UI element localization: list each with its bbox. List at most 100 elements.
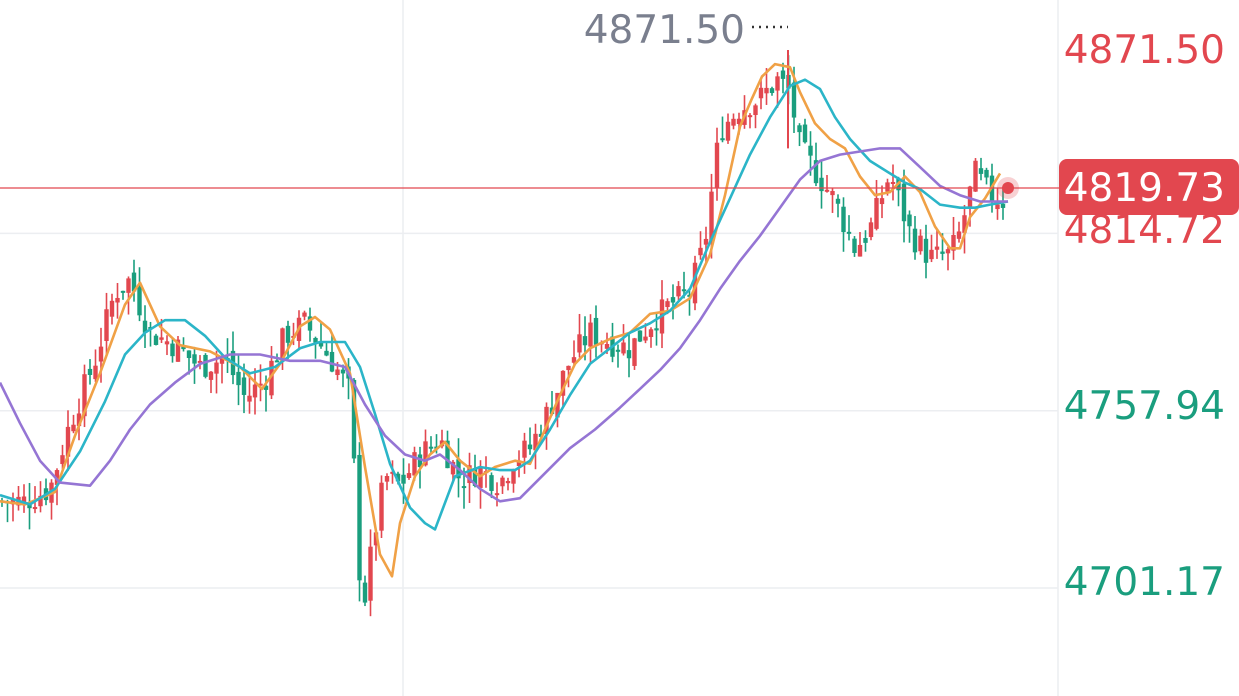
candle-body — [527, 444, 533, 450]
candle-body — [65, 426, 71, 457]
candle-body — [676, 286, 681, 297]
candle-body — [494, 493, 500, 496]
candle-body — [373, 532, 379, 546]
candle-body — [87, 368, 93, 375]
moving-average-line — [0, 147, 1008, 503]
candle-body — [450, 461, 456, 475]
candle-body — [632, 338, 637, 366]
candle-body — [956, 231, 962, 239]
candle-body — [995, 204, 1000, 210]
candle-body — [698, 247, 703, 256]
candle-body — [560, 370, 566, 396]
candle-body — [626, 350, 632, 359]
moving-average-line — [0, 78, 1009, 531]
candle-body — [692, 262, 698, 304]
candle-body — [258, 383, 263, 386]
candle-body — [384, 476, 390, 482]
candle-body — [417, 454, 423, 468]
candle-body — [428, 446, 434, 449]
candle-body — [846, 231, 852, 234]
candle-body — [335, 369, 340, 376]
candle-body — [703, 238, 709, 245]
candle-body — [736, 118, 742, 125]
candle-body — [714, 142, 720, 188]
candle-body — [489, 475, 494, 491]
candle-body — [533, 433, 538, 451]
candle-body — [170, 343, 175, 357]
candle-body — [582, 336, 588, 346]
current-price-marker — [0, 177, 1060, 199]
candle-body — [247, 395, 252, 402]
candle-body — [379, 482, 384, 531]
y-tick-label: 4814.72 — [1064, 208, 1225, 253]
candles — [0, 50, 1006, 617]
candle-body — [841, 206, 846, 233]
candle-body — [769, 88, 775, 94]
candle-body — [252, 384, 258, 398]
candle-body — [890, 181, 896, 184]
candle-body — [32, 506, 38, 510]
candle-body — [912, 228, 918, 253]
candle-body — [802, 124, 808, 143]
candle-body — [945, 249, 951, 254]
moving-average-lines — [0, 62, 1009, 578]
candle-body — [274, 360, 280, 363]
y-tick-label: 4757.94 — [1064, 384, 1225, 429]
candle-body — [566, 365, 571, 371]
candle-body — [934, 246, 940, 250]
candle-body — [720, 138, 725, 141]
candle-body — [819, 177, 824, 192]
candle-body — [423, 441, 428, 466]
candle-body — [511, 470, 516, 484]
candle-body — [753, 105, 758, 116]
y-axis: 4871.50 4814.72 4757.94 4701.17 — [1064, 28, 1225, 605]
candle-body — [131, 272, 137, 292]
candle-body — [302, 312, 307, 317]
candle-body — [351, 379, 357, 459]
current-price-label: 4819.73 — [1064, 166, 1225, 211]
candle-body — [978, 168, 984, 174]
candle-body — [285, 325, 291, 343]
candle-body — [830, 191, 835, 196]
candle-body — [269, 360, 274, 396]
candle-body — [555, 392, 560, 418]
candle-body — [665, 301, 670, 308]
grid-lines — [0, 0, 1059, 696]
candle-body — [813, 160, 819, 184]
candle-body — [973, 160, 978, 192]
candle-body — [637, 330, 643, 342]
candle-body — [615, 349, 621, 352]
candle-body — [324, 350, 329, 356]
candle-body — [885, 182, 890, 192]
candle-body — [406, 473, 412, 478]
candle-body — [824, 189, 830, 192]
candle-body — [500, 477, 505, 487]
candle-body — [516, 460, 522, 467]
candle-body — [318, 341, 324, 347]
candle-body — [654, 328, 659, 331]
candle-body — [951, 234, 956, 251]
candle-body — [329, 351, 335, 372]
candle-body — [747, 115, 753, 118]
candle-body — [71, 424, 76, 432]
candle-body — [98, 346, 104, 362]
candle-body — [940, 251, 945, 254]
candle-body — [505, 481, 511, 484]
candle-body — [648, 329, 654, 338]
candle-body — [879, 198, 885, 205]
candle-body — [863, 238, 868, 243]
candle-body — [687, 294, 692, 297]
candle-body — [38, 495, 43, 507]
candle-body — [731, 118, 736, 126]
candle-body — [21, 496, 27, 503]
candle-body — [214, 362, 219, 374]
current-price-tag: 4819.73 — [1059, 159, 1239, 215]
candle-body — [60, 455, 65, 465]
y-tick-label: 4701.17 — [1064, 560, 1225, 605]
candle-body — [137, 286, 142, 316]
candle-body — [395, 473, 401, 482]
candle-body — [835, 198, 841, 204]
candle-body — [362, 582, 368, 603]
current-price-dot — [1002, 182, 1014, 194]
